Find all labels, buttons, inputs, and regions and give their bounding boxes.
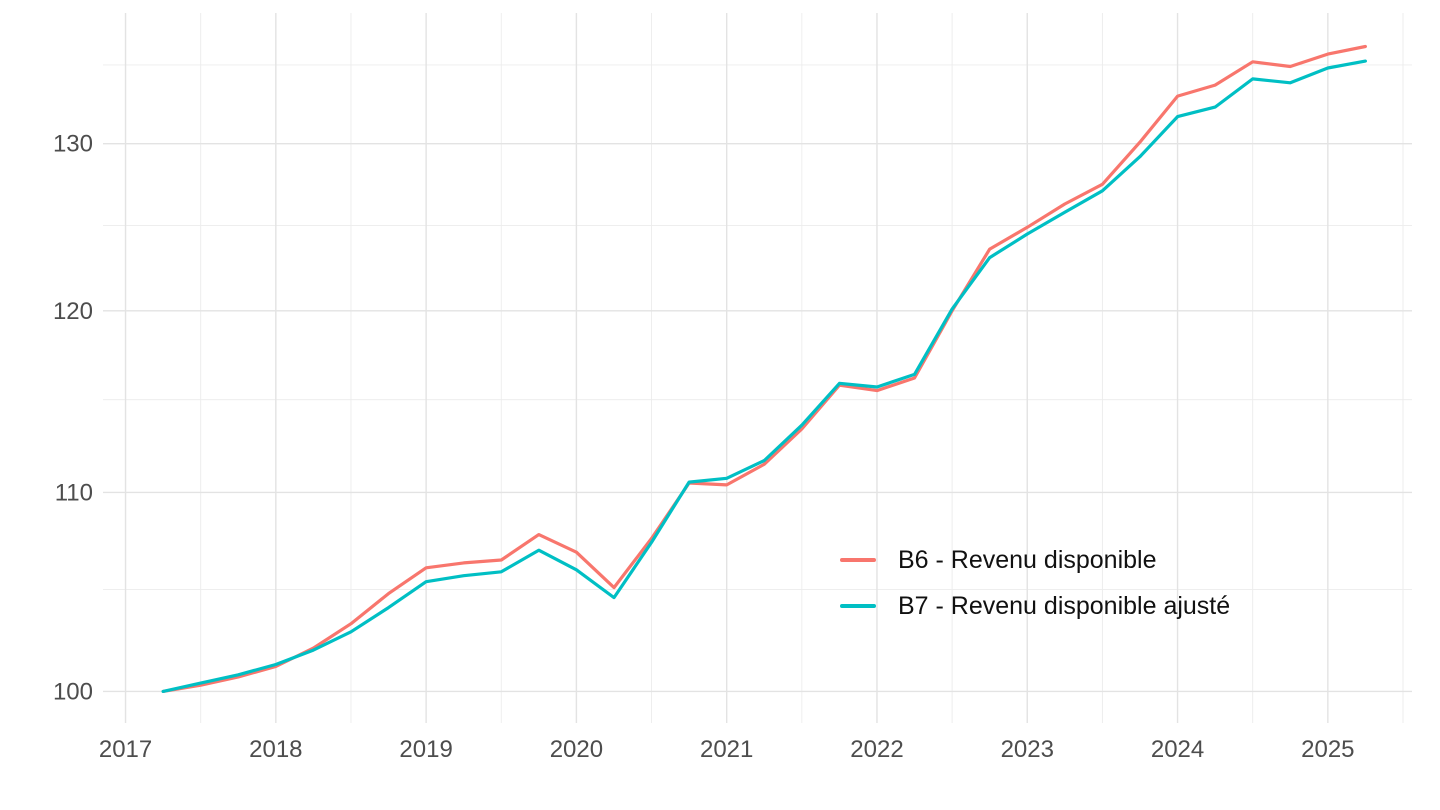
legend: B6 - Revenu disponible B7 - Revenu dispo… bbox=[840, 537, 1230, 629]
x-tick-label: 2020 bbox=[550, 736, 603, 763]
series-line-b7 bbox=[161, 59, 1368, 694]
x-tick-label: 2017 bbox=[99, 736, 152, 763]
legend-item-b7: B7 - Revenu disponible ajusté bbox=[840, 583, 1230, 629]
legend-item-b6: B6 - Revenu disponible bbox=[840, 537, 1230, 583]
x-tick-label: 2024 bbox=[1151, 736, 1204, 763]
series-line-b6 bbox=[161, 44, 1368, 694]
x-tick-label: 2019 bbox=[399, 736, 452, 763]
y-tick-label: 130 bbox=[53, 131, 93, 158]
y-tick-label: 120 bbox=[53, 298, 93, 325]
x-tick-label: 2025 bbox=[1301, 736, 1354, 763]
x-tick-label: 2023 bbox=[1001, 736, 1054, 763]
x-tick-label: 2018 bbox=[249, 736, 302, 763]
x-tick-label: 2022 bbox=[850, 736, 903, 763]
legend-line-swatch-b6 bbox=[840, 558, 876, 562]
legend-label-b7: B7 - Revenu disponible ajusté bbox=[898, 591, 1231, 620]
x-tick-label: 2021 bbox=[700, 736, 753, 763]
y-tick-label: 110 bbox=[55, 479, 93, 506]
legend-label-b6: B6 - Revenu disponible bbox=[898, 545, 1157, 574]
legend-line-swatch-b7 bbox=[840, 604, 876, 608]
y-tick-label: 100 bbox=[53, 678, 93, 705]
